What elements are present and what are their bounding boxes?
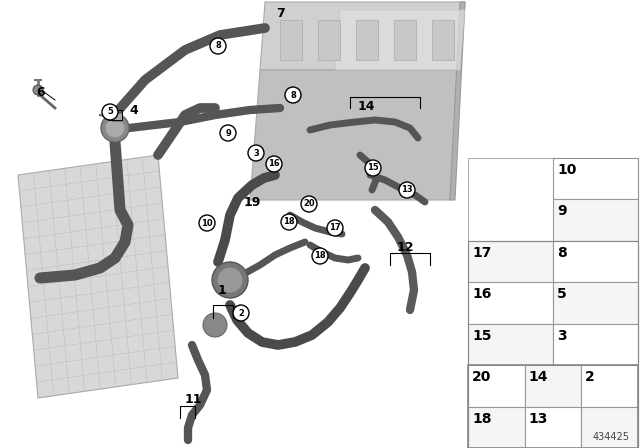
Circle shape: [285, 87, 301, 103]
Text: 4: 4: [129, 104, 138, 117]
Text: 20: 20: [472, 370, 492, 384]
Bar: [394, 20, 416, 60]
Circle shape: [399, 182, 415, 198]
Text: 17: 17: [472, 246, 492, 260]
Bar: [468, 158, 638, 448]
Text: 8: 8: [215, 42, 221, 51]
Bar: [553, 324, 638, 365]
Circle shape: [365, 160, 381, 176]
Circle shape: [281, 214, 297, 230]
Text: 13: 13: [529, 412, 548, 426]
Circle shape: [220, 125, 236, 141]
Text: 5: 5: [557, 287, 567, 302]
Text: 17: 17: [329, 224, 341, 233]
Circle shape: [312, 248, 328, 264]
Text: 434425: 434425: [593, 432, 630, 442]
Text: 15: 15: [367, 164, 379, 172]
Bar: [112, 113, 122, 121]
Circle shape: [105, 118, 125, 138]
Polygon shape: [335, 10, 465, 70]
Text: 10: 10: [557, 163, 577, 177]
Polygon shape: [18, 155, 178, 398]
Text: 2: 2: [238, 309, 244, 318]
Circle shape: [266, 156, 282, 172]
Text: 3: 3: [253, 148, 259, 158]
Bar: [108, 110, 122, 120]
Bar: [468, 407, 525, 448]
Bar: [581, 365, 638, 407]
Bar: [553, 199, 638, 241]
Bar: [553, 282, 638, 324]
Circle shape: [217, 267, 243, 293]
Text: 11: 11: [185, 393, 202, 406]
Bar: [553, 241, 638, 282]
Text: 9: 9: [225, 129, 231, 138]
Text: 20: 20: [303, 199, 315, 208]
Text: 9: 9: [557, 204, 566, 219]
Circle shape: [102, 104, 118, 120]
Circle shape: [301, 196, 317, 212]
Circle shape: [33, 85, 43, 95]
Circle shape: [248, 145, 264, 161]
Text: 7: 7: [276, 7, 285, 20]
Bar: [525, 365, 581, 407]
Text: 14: 14: [529, 370, 548, 384]
Bar: [468, 282, 553, 324]
Text: 18: 18: [283, 217, 295, 227]
Bar: [468, 241, 638, 448]
Text: 16: 16: [268, 159, 280, 168]
Polygon shape: [450, 2, 465, 200]
Circle shape: [327, 220, 343, 236]
Text: 15: 15: [472, 329, 492, 343]
Text: 13: 13: [401, 185, 413, 194]
Bar: [525, 407, 581, 448]
Text: 18: 18: [472, 412, 492, 426]
Circle shape: [199, 215, 215, 231]
Bar: [553, 158, 638, 199]
Bar: [581, 407, 638, 448]
Bar: [356, 20, 378, 60]
Circle shape: [203, 313, 227, 337]
Bar: [280, 20, 302, 60]
Text: 3: 3: [557, 329, 566, 343]
Text: 8: 8: [290, 90, 296, 99]
Text: 12: 12: [397, 241, 415, 254]
Polygon shape: [260, 2, 465, 70]
Bar: [468, 365, 638, 448]
Bar: [468, 365, 525, 407]
Text: 19: 19: [244, 196, 261, 209]
Bar: [318, 20, 340, 60]
Bar: [468, 241, 553, 282]
Circle shape: [210, 38, 226, 54]
Text: 5: 5: [107, 108, 113, 116]
Text: 1: 1: [218, 284, 227, 297]
Text: 2: 2: [586, 370, 595, 384]
Circle shape: [212, 262, 248, 298]
Text: 16: 16: [472, 287, 492, 302]
Text: 14: 14: [358, 100, 376, 113]
Text: 18: 18: [314, 251, 326, 260]
Text: 10: 10: [201, 219, 213, 228]
Text: 8: 8: [557, 246, 567, 260]
Circle shape: [101, 114, 129, 142]
Text: 6: 6: [36, 86, 45, 99]
Bar: [468, 324, 553, 365]
Bar: [432, 20, 454, 60]
Circle shape: [233, 305, 249, 321]
Polygon shape: [250, 70, 460, 200]
